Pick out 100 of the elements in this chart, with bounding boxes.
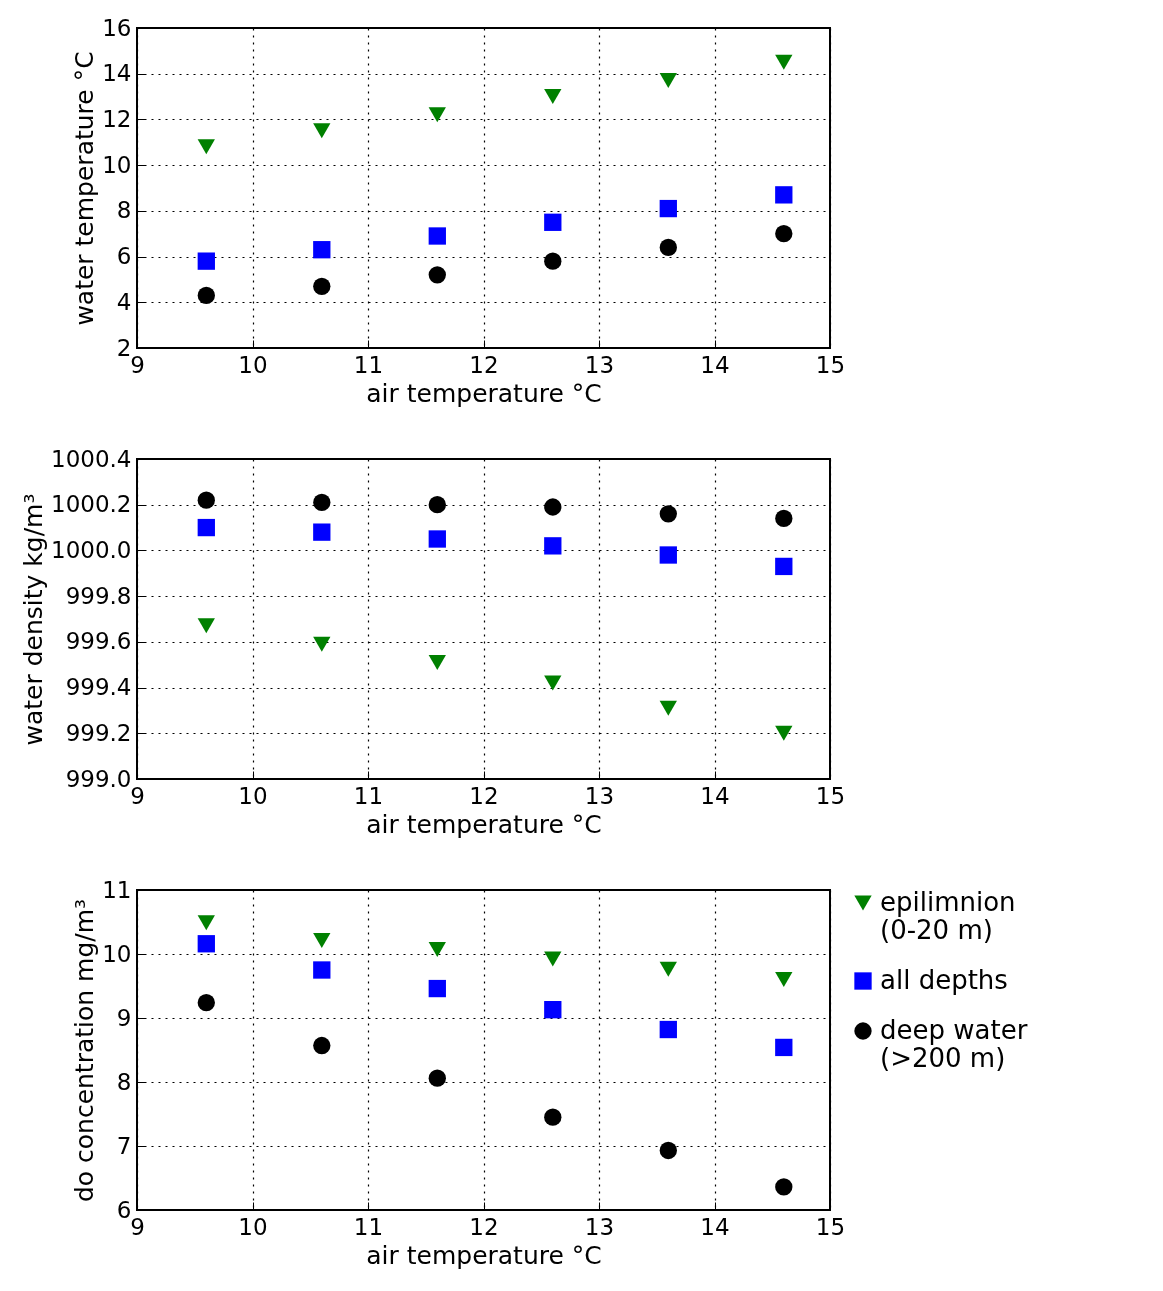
y-axis-title: water density kg/m³ (19, 493, 49, 746)
x-tick-label: 10 (238, 782, 268, 809)
point (775, 225, 793, 243)
y-tick-label: 2 (116, 334, 132, 361)
point (197, 286, 215, 305)
point (659, 1141, 677, 1160)
point (197, 994, 215, 1012)
point (197, 491, 215, 509)
point (313, 636, 331, 652)
x-tick-label: 15 (815, 351, 846, 378)
y-tick-label: 6 (116, 1196, 132, 1223)
point (428, 227, 446, 245)
point (197, 252, 215, 270)
x-tick-label: 13 (584, 351, 615, 378)
y-tick-label: 999.0 (65, 765, 132, 792)
y-tick-label: 8 (116, 1068, 132, 1095)
x-tick-label: 11 (353, 782, 384, 809)
point (313, 493, 331, 512)
point (428, 530, 446, 548)
x-tick-label: 15 (815, 1213, 846, 1240)
y-tick-label: 9 (116, 1004, 132, 1031)
point (544, 537, 562, 555)
y-tick-label: 999.6 (65, 628, 132, 655)
point (544, 498, 562, 516)
x-axis-title: air temperature °C (366, 1240, 602, 1270)
point (197, 935, 215, 953)
point (544, 1108, 562, 1126)
x-tick-label: 11 (353, 351, 384, 378)
point (775, 1038, 793, 1057)
point (313, 241, 331, 259)
point (428, 1069, 446, 1087)
point (775, 54, 793, 70)
point (544, 213, 562, 231)
y-tick-label: 7 (116, 1132, 132, 1159)
y-tick-label: 1000.2 (51, 491, 132, 518)
point (197, 915, 215, 931)
point (428, 107, 446, 123)
point (197, 139, 215, 155)
point (775, 1178, 793, 1196)
point (544, 89, 562, 105)
point (659, 1020, 677, 1039)
point (428, 979, 446, 998)
x-tick-label: 13 (584, 1213, 615, 1240)
y-tick-label: 14 (102, 60, 132, 87)
y-tick-label: 999.4 (65, 674, 132, 701)
y-tick-label: 8 (116, 197, 132, 224)
x-tick-label: 12 (469, 782, 499, 809)
legend-label: epilimnion (0-20 m) (880, 887, 1016, 945)
point (428, 266, 446, 284)
point (775, 186, 793, 204)
point (197, 618, 215, 634)
point (428, 496, 446, 514)
legend-label: all depths (880, 965, 1008, 995)
point (313, 961, 331, 979)
point (775, 509, 793, 528)
y-tick-label: 4 (116, 288, 132, 315)
point (313, 1036, 331, 1055)
point (544, 675, 562, 691)
x-tick-label: 14 (700, 351, 730, 378)
point (659, 73, 677, 89)
y-tick-label: 10 (102, 151, 132, 178)
x-tick-label: 12 (469, 351, 499, 378)
point (313, 123, 331, 139)
point (197, 518, 215, 537)
x-tick-label: 11 (353, 1213, 384, 1240)
x-axis-title: air temperature °C (366, 809, 602, 839)
point (659, 961, 677, 977)
point (659, 700, 677, 716)
y-tick-label: 999.8 (65, 582, 132, 609)
x-tick-label: 13 (584, 782, 615, 809)
point (775, 725, 793, 741)
x-tick-label: 10 (238, 351, 268, 378)
point (659, 505, 677, 523)
x-axis-title: air temperature °C (366, 378, 602, 408)
point (313, 277, 331, 295)
y-axis-title: water temperature °C (70, 51, 100, 326)
point (428, 654, 446, 670)
y-tick-label: 11 (102, 876, 132, 903)
x-tick-label: 15 (815, 782, 846, 809)
y-tick-label: 999.2 (65, 719, 132, 746)
x-tick-label: 10 (238, 1213, 268, 1240)
point (775, 972, 793, 988)
x-tick-label: 12 (469, 1213, 499, 1240)
y-tick-label: 6 (116, 243, 132, 270)
y-tick-label: 16 (102, 14, 132, 41)
y-axis-title: do concentration mg/m³ (70, 898, 100, 1203)
legend-label: deep water (>200 m) (880, 1015, 1028, 1073)
x-tick-label: 14 (700, 782, 730, 809)
point (313, 933, 331, 949)
y-tick-label: 1000.4 (51, 445, 132, 472)
point (428, 942, 446, 958)
point (659, 238, 677, 257)
y-tick-label: 1000.0 (51, 536, 132, 563)
y-tick-label: 10 (102, 940, 132, 967)
point (659, 546, 677, 564)
point (659, 199, 677, 218)
y-tick-label: 12 (102, 105, 132, 132)
point (313, 523, 331, 541)
point (544, 951, 562, 967)
point (544, 1001, 562, 1019)
